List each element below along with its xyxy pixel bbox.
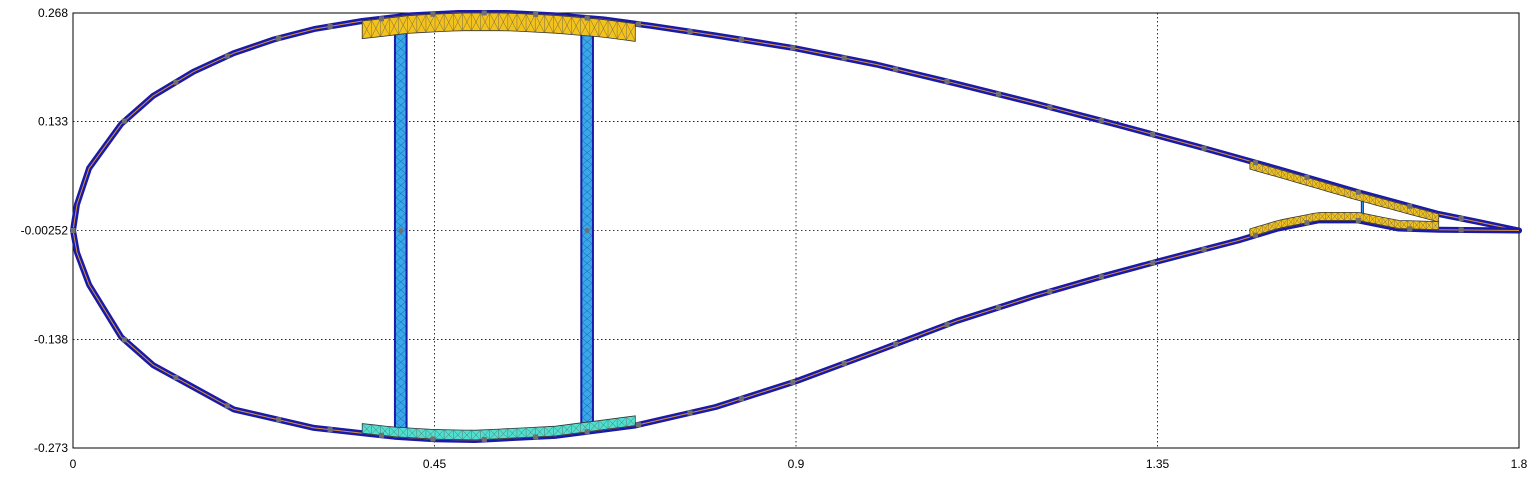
mesh-node	[1201, 246, 1207, 252]
mesh-node	[1253, 160, 1259, 166]
mesh-node	[636, 422, 642, 428]
mesh-node	[1047, 289, 1053, 295]
y-tick-label: -0.273	[34, 441, 68, 455]
mesh-node	[173, 79, 179, 85]
mesh-node	[995, 305, 1001, 311]
mesh-node	[584, 15, 590, 21]
mesh-node	[790, 379, 796, 385]
mesh-node	[1304, 174, 1310, 180]
mesh-node	[70, 228, 76, 234]
x-tick-label: 1.8	[1511, 457, 1528, 471]
mesh-node	[1201, 145, 1207, 151]
shear-web-2	[580, 29, 594, 426]
mesh-node	[1150, 260, 1156, 266]
x-tick-label: 1.35	[1146, 457, 1170, 471]
mesh-node	[1458, 216, 1464, 222]
mesh-node	[1304, 220, 1310, 226]
x-tick-label: 0.45	[423, 457, 447, 471]
mesh-node	[1407, 203, 1413, 209]
mesh-node	[224, 403, 230, 409]
mesh-node	[533, 434, 539, 440]
mesh-node	[1407, 226, 1413, 232]
mesh-node	[687, 410, 693, 416]
mesh-node	[636, 21, 642, 27]
y-tick-label: -0.00252	[21, 224, 69, 238]
mesh-node	[584, 429, 590, 435]
tick-labels: 0 0.45 0.9 1.35 1.8 0.268 0.133 -0.00252 -0.138 -…	[21, 6, 1528, 471]
mesh-node	[224, 53, 230, 59]
mesh-node	[893, 341, 899, 347]
mesh-node	[1458, 227, 1464, 233]
mesh-node	[995, 91, 1001, 97]
mesh-node	[738, 37, 744, 43]
mesh-node	[893, 66, 899, 72]
mesh-node	[738, 396, 744, 402]
mesh-node	[430, 11, 436, 17]
mesh-node	[1098, 274, 1104, 280]
te-reinforcement-top	[1249, 160, 1440, 223]
mesh-node	[944, 322, 950, 328]
mesh-node	[276, 35, 282, 41]
mesh-node	[1098, 118, 1104, 124]
mesh-node	[841, 360, 847, 366]
y-tick-label: -0.138	[34, 332, 68, 346]
y-tick-label: 0.133	[38, 115, 68, 129]
mesh-node	[1355, 217, 1361, 223]
mesh-node	[841, 55, 847, 61]
shear-web-1	[393, 28, 408, 431]
mesh-node	[430, 436, 436, 442]
mesh-node	[276, 417, 282, 423]
mesh-node	[944, 78, 950, 84]
mesh-node	[173, 375, 179, 381]
mesh-node	[121, 118, 127, 124]
mesh-node	[1355, 189, 1361, 195]
spar-cap-bottom	[361, 415, 636, 441]
mesh-node	[327, 427, 333, 433]
y-tick-label: 0.268	[38, 6, 68, 20]
airfoil-layer	[70, 10, 1522, 443]
mesh-node	[327, 23, 333, 29]
mesh-node	[481, 10, 487, 16]
te-reinforcement-bottom	[1249, 212, 1440, 238]
mesh-node	[1150, 131, 1156, 137]
x-tick-label: 0.9	[788, 457, 805, 471]
mesh-node	[790, 45, 796, 51]
x-tick-label: 0	[70, 457, 77, 471]
mesh-node	[1047, 104, 1053, 110]
mesh-node	[687, 29, 693, 35]
mesh-node	[378, 432, 384, 438]
mesh-node	[533, 11, 539, 17]
mesh-node	[481, 436, 487, 442]
lower-mesh-nodes	[70, 217, 1464, 442]
mesh-node	[1253, 232, 1259, 238]
mesh-node	[121, 337, 127, 343]
mesh-node	[378, 16, 384, 22]
spar-cap-top	[361, 12, 636, 42]
